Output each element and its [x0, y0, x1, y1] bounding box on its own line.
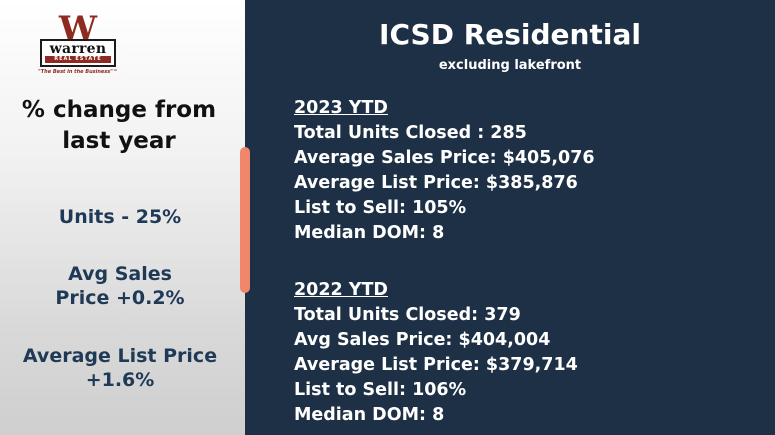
stat-line: Total Units Closed : 285	[294, 123, 527, 143]
logo-band: REAL ESTATE	[45, 56, 111, 63]
page-subtitle: excluding lakefront	[438, 58, 582, 73]
page-title: ICSD Residential	[379, 18, 641, 51]
section-header: 2023 YTD	[294, 98, 388, 118]
stat-line: List to Sell: 105%	[294, 198, 467, 218]
stat-line: Avg Sales Price: $404,004	[294, 330, 551, 350]
logo-nameplate: warren REAL ESTATE	[40, 39, 116, 67]
warren-real-estate-logo: W warren REAL ESTATE "The Best in the Bu…	[36, 12, 120, 122]
stat-average-list-price: Average List Price +1.6%	[22, 345, 218, 391]
stat-line: Average List Price: $385,876	[294, 173, 578, 193]
stat-line: Median DOM: 8	[294, 223, 445, 243]
stat-units: Units - 25%	[58, 206, 182, 228]
stat-line: Median DOM: 8	[294, 405, 445, 425]
section-header: 2022 YTD	[294, 280, 388, 300]
accent-bar	[240, 147, 250, 293]
stat-line: List to Sell: 106%	[294, 380, 467, 400]
right-panel	[245, 0, 775, 435]
section-2022: 2022 YTD Total Units Closed: 379 Avg Sal…	[294, 278, 578, 428]
stat-line: Average List Price: $379,714	[294, 355, 578, 375]
change-heading: % change from last year	[21, 97, 217, 154]
stat-line: Average Sales Price: $405,076	[294, 148, 595, 168]
logo-name: warren	[49, 41, 107, 57]
stat-line: Total Units Closed: 379	[294, 305, 521, 325]
section-2023: 2023 YTD Total Units Closed : 285 Averag…	[294, 96, 595, 246]
logo-tagline: "The Best in the Business"™	[38, 69, 118, 75]
left-panel	[0, 0, 245, 435]
stat-avg-sales-price: Avg Sales Price +0.2%	[55, 263, 185, 309]
